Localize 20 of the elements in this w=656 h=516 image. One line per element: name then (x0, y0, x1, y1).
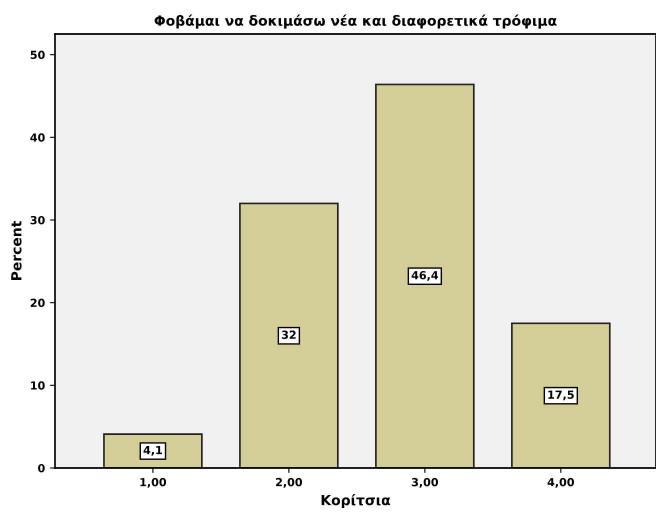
y-tick-label: 20 (30, 298, 45, 308)
y-tick-label: 50 (30, 50, 45, 60)
bar (375, 84, 475, 468)
y-axis-title: Percent (11, 221, 22, 280)
x-tick-label: 1,00 (140, 478, 166, 488)
bar (511, 322, 611, 468)
x-axis-title: Κορίτσια (322, 494, 390, 508)
x-tick-label: 3,00 (412, 478, 438, 488)
data-label: 17,5 (548, 390, 574, 400)
chart-title: Φοβάμαι να δοκιμάσω νέα και διαφορετικά τρόφιμα (154, 14, 557, 29)
data-label: 4,1 (144, 446, 162, 456)
x-tick-label: 4,00 (548, 478, 574, 488)
data-label: 46,4 (412, 271, 438, 281)
bar (239, 202, 339, 468)
y-tick-label: 10 (31, 381, 45, 390)
y-tick-label: 40 (30, 133, 45, 142)
x-tick-label: 2,00 (276, 478, 302, 488)
y-tick-label: 0 (38, 464, 45, 472)
y-tick-label: 30 (30, 216, 45, 224)
data-label: 32 (282, 330, 296, 339)
